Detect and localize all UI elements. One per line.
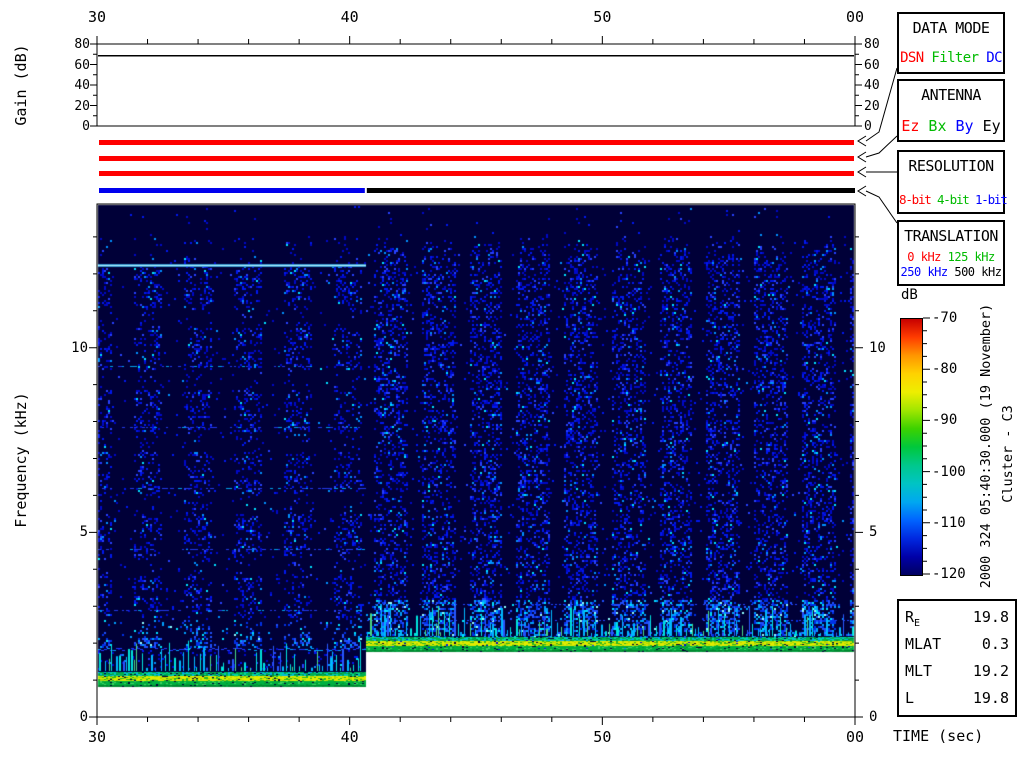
time-tick-top: 50 [593,8,612,26]
ephemeris-value: 0.3 [981,635,1009,653]
frequency-axis-label: Frequency (kHz) [12,392,30,528]
colorbar-tick: -110 [932,514,966,531]
legend-value: Ez [901,117,920,135]
legend-box-values: DSN Filter DC [899,50,1003,72]
legend-value: Filter [931,50,979,67]
spacecraft-label: Cluster - C3 [1000,405,1016,503]
colorbar-tick: -90 [932,412,958,429]
time-tick-top: 40 [340,8,359,26]
legend-box-resolution: RESOLUTION 8-bit 4-bit 1-bit [897,150,1008,214]
gain-tick-right: 40 [864,78,880,93]
legend-value: 125 kHz [947,250,996,265]
ephemeris-row: L 19.8 [905,689,1009,716]
freq-tick-left: 5 [79,524,88,541]
legend-box-title: TRANSLATION [904,227,998,245]
legend-box-title: RESOLUTION [908,157,994,175]
freq-tick-right: 0 [869,709,878,725]
freq-tick-left: 0 [79,709,88,725]
legend-value: By [955,117,974,135]
ephemeris-value: 19.8 [972,608,1009,626]
legend-value: 4-bit [936,192,970,207]
legend-box-title: ANTENNA [921,86,981,104]
spectrogram-canvas [97,204,855,717]
legend-box-antenna: ANTENNA Ez Bx By Ey [897,79,1005,142]
colorbar-tick: -70 [932,310,958,326]
ephemeris-label: MLAT [905,635,942,653]
ephemeris-label: RE [905,608,921,629]
legend-value: 8-bit [899,192,932,207]
gain-tick-left: 80 [74,37,90,52]
gain-tick-right: 60 [864,57,880,73]
legend-box-values: Ez Bx By Ey [899,117,1003,140]
legend-value: DSN [900,50,924,67]
ephemeris-value: 19.8 [972,689,1009,707]
legend-value: 0 kHz [907,250,941,265]
legend-box-data-mode: DATA MODE DSN Filter DC [897,12,1005,74]
legend-value: Ey [982,117,1001,135]
ephemeris-label: L [905,689,915,707]
ephemeris-label: MLT [905,662,933,680]
ephemeris-value: 19.2 [972,662,1009,680]
gain-tick-left: 0 [82,119,90,134]
time-tick-bottom: 30 [87,728,107,746]
colorbar-tick: -100 [932,463,966,480]
time-tick-bottom: 50 [593,728,612,746]
colorbar-tick: -80 [932,361,958,378]
legend-value: 500 kHz [954,264,1002,279]
time-tick-top: 30 [87,8,107,26]
time-tick-bottom: 00 [845,728,865,746]
time-tick-top: 00 [845,8,865,26]
colorbar-tick: -120 [932,566,966,582]
legend-box-values: 8-bit 4-bit 1-bit [899,192,1008,212]
ephemeris-row: MLT 19.2 [905,662,1009,689]
ephemeris-row: RE 19.8 [905,608,1009,635]
gain-axis-label: Gain (dB) [12,44,30,126]
gain-tick-right: 80 [864,37,880,52]
freq-tick-left: 10 [71,339,88,356]
legend-box-title: DATA MODE [912,19,990,37]
gain-tick-left: 40 [74,78,90,93]
legend-value: 250 kHz [900,264,949,279]
freq-tick-right: 10 [869,339,886,356]
legend-box-translation: TRANSLATION 0 kHz 125 kHz 250 kHz 500 kHz [897,220,1005,286]
legend-box-values: 0 kHz 125 kHz 250 kHz 500 kHz [899,250,1003,284]
time-tick-bottom: 40 [340,728,359,746]
legend-value: Bx [928,117,947,135]
gain-tick-right: 20 [864,98,880,114]
ephemeris-box: RE 19.8 MLAT 0.3 MLT 19.2 L 19.8 [897,599,1017,717]
gain-tick-left: 20 [74,98,90,114]
time-axis-label: TIME (sec) [893,727,984,745]
legend-value: DC [986,50,1002,67]
gain-tick-right: 0 [864,119,872,134]
gain-tick-left: 60 [74,57,90,73]
colorbar-title: dB [901,287,918,303]
colorbar-gradient [900,318,923,576]
freq-tick-right: 5 [869,524,878,541]
ephemeris-row: MLAT 0.3 [905,635,1009,662]
timestamp-label: 2000 324 05:40:30.000 (19 November) [978,303,994,589]
legend-value: 1-bit [974,192,1008,207]
